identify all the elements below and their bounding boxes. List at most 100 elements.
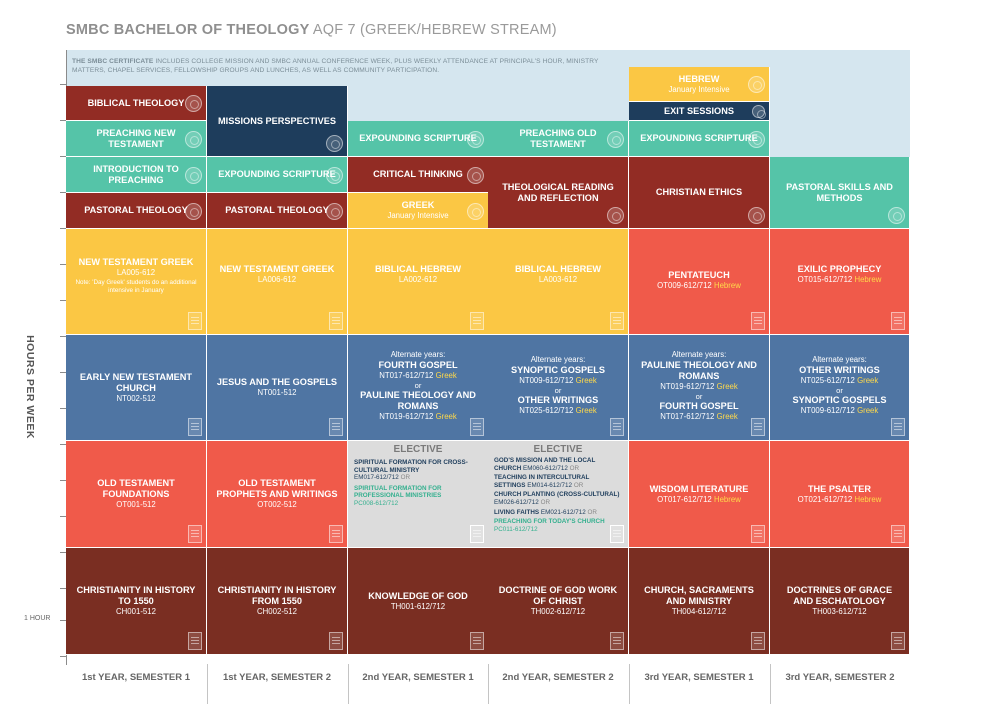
alt-label: Alternate years: <box>671 350 727 359</box>
unit-tag-icon <box>188 418 202 436</box>
unit-code-line: NT017-612/712 Greek <box>379 371 457 381</box>
unit-elective: ELECTIVE SPIRITUAL FORMATION FOR CROSS-C… <box>348 441 489 548</box>
smbc-seal-icon <box>607 207 624 224</box>
alt-or: or <box>414 381 422 390</box>
unit-expounding-scripture: EXPOUNDING SCRIPTURE <box>348 121 489 157</box>
elective-option-title: LIVING FAITHS <box>494 508 540 516</box>
unit-tag-icon <box>610 632 624 650</box>
unit-knowledge-of-god: KNOWLEDGE OF GOD TH001-612/712 <box>348 548 489 655</box>
unit-title: CHRISTIANITY IN HISTORY FROM 1550 <box>217 585 337 606</box>
unit-code: OT015-612/712 <box>797 275 853 284</box>
unit-code: OT002-512 <box>257 500 297 509</box>
unit-title: OTHER WRITINGS <box>517 395 599 405</box>
unit-title: EARLY NEW TESTAMENT CHURCH <box>79 371 193 393</box>
elective-option-code: EM026-612/712 <box>494 498 539 506</box>
unit-title: BIBLICAL THEOLOGY <box>87 97 185 108</box>
unit-missions-perspectives: MISSIONS PERSPECTIVES <box>207 86 348 157</box>
unit-exit-sessions: EXIT SESSIONS <box>629 102 770 121</box>
elective-option-code: EM014-612/712 <box>527 481 573 489</box>
elective-option-title: GOD'S MISSION AND THE LOCAL CHURCH <box>494 457 596 472</box>
unit-title: PASTORAL THEOLOGY <box>84 205 188 215</box>
unit-language: Greek <box>857 406 879 415</box>
axis-tick <box>60 480 66 481</box>
unit-code: NT001-512 <box>257 388 297 397</box>
unit-title: CHURCH, SACRAMENTS AND MINISTRY <box>644 585 754 606</box>
unit-title: CHRISTIANITY IN HISTORY TO 1550 <box>76 585 196 606</box>
unit-subtitle: January Intensive <box>387 211 449 220</box>
unit-alternate-years: Alternate years: FOURTH GOSPEL NT017-612… <box>348 335 489 441</box>
unit-tag-icon <box>751 632 765 650</box>
certificate-note: THE SMBC CERTIFICATE INCLUDES COLLEGE MI… <box>72 58 617 75</box>
unit-code-line: NT019-612/712 Greek <box>660 382 738 392</box>
elective-option-title: SPIRITUAL FORMATION FOR CROSS-CULTURAL M… <box>354 459 468 474</box>
unit-new-testament-greek: NEW TESTAMENT GREEK LA006-612 <box>207 229 348 335</box>
smbc-seal-icon <box>467 166 484 184</box>
unit-tag-icon <box>751 525 765 543</box>
unit-tag-icon <box>470 312 484 330</box>
unit-the-psalter: THE PSALTER OT021-612/712 Hebrew <box>770 441 910 548</box>
axis-tick <box>60 620 66 621</box>
unit-tag-icon <box>891 525 905 543</box>
axis-tick <box>60 552 66 553</box>
axis-tick <box>60 156 66 157</box>
axis-tick <box>60 372 66 373</box>
unit-code: NT009-612/712 <box>800 406 855 415</box>
unit-preaching-old-testament: PREACHING OLD TESTAMENT <box>488 121 629 157</box>
unit-language: Greek <box>716 382 738 391</box>
unit-code: TH001-612/712 <box>390 601 446 611</box>
unit-introduction-to-preaching: INTRODUCTION TO PREACHING <box>66 157 207 193</box>
unit-code: LA002-612 <box>398 275 438 284</box>
unit-title: FOURTH GOSPEL <box>378 360 458 370</box>
unit-title: PAULINE THEOLOGY AND ROMANS <box>360 390 476 411</box>
unit-title: CHRISTIAN ETHICS <box>655 187 743 197</box>
elective-option-title: SPIRITUAL FORMATION FOR PROFESSIONAL MIN… <box>354 484 442 500</box>
unit-pastoral-theology: PASTORAL THEOLOGY <box>66 193 207 229</box>
unit-code: TH003-612/712 <box>812 607 867 616</box>
column-divider <box>770 664 771 704</box>
smbc-seal-icon <box>185 202 202 220</box>
unit-title: KNOWLEDGE OF GOD <box>368 590 468 601</box>
column-label: 2nd YEAR, SEMESTER 1 <box>362 672 474 683</box>
title-main: SMBC BACHELOR OF THEOLOGY <box>66 22 310 38</box>
unit-code: CH002-512 <box>257 607 297 616</box>
unit-tag-icon <box>610 418 624 436</box>
unit-critical-thinking: CRITICAL THINKING <box>348 157 489 193</box>
smbc-seal-icon <box>185 95 202 112</box>
unit-code: TH004-612/712 <box>671 607 727 616</box>
elective-or: OR <box>400 474 411 482</box>
elective-option: CHURCH PLANTING (CROSS-CULTURAL) EM026-6… <box>494 491 619 506</box>
elective-option-title: CHURCH PLANTING (CROSS-CULTURAL) <box>494 491 620 499</box>
alt-or: or <box>554 386 562 395</box>
smbc-seal-icon <box>326 166 343 184</box>
unit-title: EXPOUNDING SCRIPTURE <box>640 133 758 143</box>
unit-note: Note: 'Day Greek' students do an additio… <box>75 279 197 294</box>
unit-title: EXIT SESSIONS <box>664 105 734 116</box>
unit-code: NT019-612/712 <box>379 412 434 421</box>
unit-language: Greek <box>716 412 738 421</box>
axis-tick <box>60 516 66 517</box>
elective-heading: ELECTIVE <box>533 444 583 455</box>
unit-tag-icon <box>188 525 202 543</box>
column-divider <box>629 664 630 704</box>
unit-title: CRITICAL THINKING <box>373 169 463 179</box>
alt-label: Alternate years: <box>812 355 867 364</box>
elective-option: SPIRITUAL FORMATION FOR PROFESSIONAL MIN… <box>354 485 482 508</box>
axis-tick <box>60 192 66 193</box>
unit-tag-icon <box>891 312 905 330</box>
unit-subtitle: January Intensive <box>668 84 730 94</box>
smbc-seal-icon <box>326 135 343 152</box>
unit-title: PENTATEUCH <box>668 270 730 280</box>
unit-language: Hebrew <box>713 281 741 290</box>
unit-preaching-new-testament: PREACHING NEW TESTAMENT <box>66 121 207 157</box>
elective-option: TEACHING IN INTERCULTURAL SETTINGS EM014… <box>494 474 622 489</box>
unit-jesus-and-the-gospels: JESUS AND THE GOSPELS NT001-512 <box>207 335 348 441</box>
elective-option-code: EM021-612/712 <box>540 508 586 516</box>
unit-code-line: NT025-612/712 Greek <box>519 406 597 416</box>
unit-tag-icon <box>329 312 343 330</box>
unit-code-line: OT017-612/712 Hebrew <box>657 495 741 505</box>
column-label: 3rd YEAR, SEMESTER 2 <box>785 672 895 683</box>
unit-code: NT019-612/712 <box>660 382 715 391</box>
unit-code-line: OT021-612/712 Hebrew <box>798 495 882 505</box>
smbc-seal-icon <box>326 202 343 220</box>
unit-christianity-in-history-to-1550: CHRISTIANITY IN HISTORY TO 1550 CH001-51… <box>66 548 207 655</box>
